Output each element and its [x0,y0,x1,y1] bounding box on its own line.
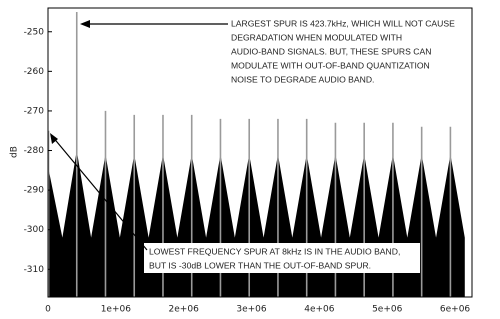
y-tick-label: -270 [24,106,45,116]
y-tick-label: -290 [24,186,45,196]
annotation-text: NOISE TO DEGRADE AUDIO BAND. [231,74,374,84]
arrow-head [50,133,58,144]
annotation-arrow [51,135,148,251]
x-tick-label: 2e+06 [169,305,200,315]
x-tick-label: 6e+06 [440,305,471,315]
y-axis-label: dB [10,146,20,158]
x-tick-label: 3e+06 [236,305,267,315]
x-tick-label: 5e+06 [372,305,403,315]
annotation-box [144,243,420,273]
y-tick-label: -300 [24,225,45,235]
annotation-text: MODULATE WITH OUT-OF-BAND QUANTIZATION [231,60,430,70]
y-tick-label: -250 [24,27,45,37]
annotation-text: DEGRADATION WHEN MODULATED WITH [231,32,402,42]
plot-frame [47,7,473,298]
annotation-text: BUT IS -30dB LOWER THAN THE OUT-OF-BAND … [149,260,371,270]
y-tick-label: -310 [24,265,45,275]
x-tick-label: 4e+06 [304,305,335,315]
annotation-text: LARGEST SPUR IS 423.7kHz, WHICH WILL NOT… [231,18,455,28]
y-tick-label: -280 [24,146,45,156]
annotation-text: LOWEST FREQUENCY SPUR AT 8kHz IS IN THE … [149,246,400,256]
y-tick-label: -260 [24,67,45,77]
annotation-box [226,13,470,105]
annotations: LARGEST SPUR IS 423.7kHz, WHICH WILL NOT… [149,18,455,270]
x-tick-label: 1e+06 [101,305,132,315]
arrow-head [80,20,90,28]
x-tick-label: 0 [45,305,51,315]
annotation-text: AUDIO-BAND SIGNALS. BUT, THESE SPURS CAN [231,46,431,56]
